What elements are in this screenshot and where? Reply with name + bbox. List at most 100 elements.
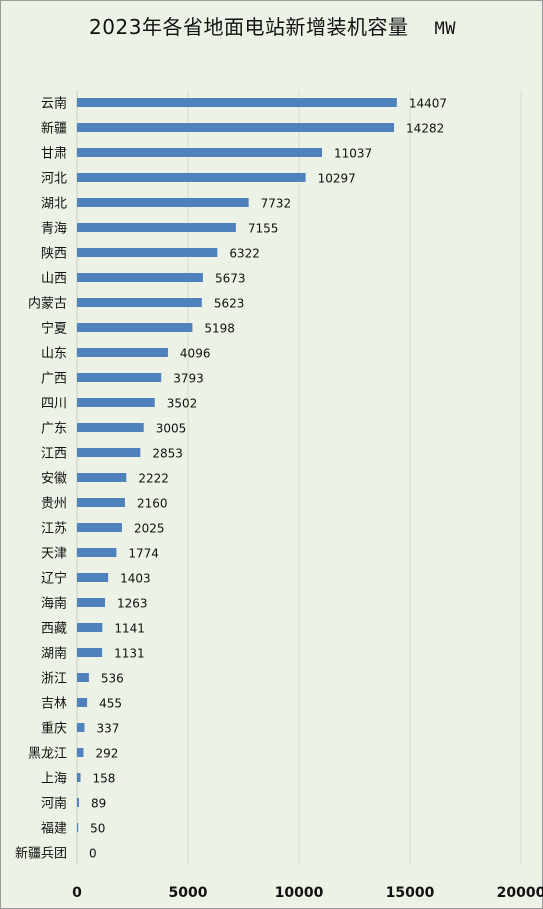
bar xyxy=(77,523,122,532)
category-label: 新疆 xyxy=(41,121,67,137)
category-label: 青海 xyxy=(41,222,67,237)
x-tick-label: 10000 xyxy=(275,885,324,901)
data-label: 7732 xyxy=(261,197,292,211)
bar xyxy=(77,673,89,682)
bar xyxy=(77,448,141,457)
data-label: 0 xyxy=(89,847,97,861)
category-label: 广东 xyxy=(41,422,67,437)
bar xyxy=(77,373,162,382)
data-label: 3502 xyxy=(167,397,198,411)
data-label: 89 xyxy=(91,797,106,811)
bar xyxy=(77,723,85,732)
bar xyxy=(77,748,84,757)
category-label: 新疆兵团 xyxy=(15,846,67,862)
data-label: 5673 xyxy=(215,272,246,286)
bar xyxy=(77,173,306,182)
category-label: 海南 xyxy=(41,596,67,612)
data-label: 3005 xyxy=(156,422,187,436)
data-label: 2025 xyxy=(134,522,165,536)
bar xyxy=(77,648,103,657)
data-label: 10297 xyxy=(318,172,356,186)
bar xyxy=(77,123,395,132)
category-label: 广西 xyxy=(41,372,67,387)
data-label: 337 xyxy=(96,722,119,736)
data-label: 1403 xyxy=(120,572,151,586)
data-label: 11037 xyxy=(334,147,372,161)
category-label: 湖南 xyxy=(41,646,67,662)
category-label: 福建 xyxy=(41,822,67,837)
bar xyxy=(77,298,202,307)
category-label: 贵州 xyxy=(41,497,67,512)
data-label: 536 xyxy=(101,672,124,686)
bar xyxy=(77,323,193,332)
bar xyxy=(77,798,79,807)
data-label: 6322 xyxy=(229,247,260,261)
category-label: 安徽 xyxy=(41,472,67,487)
category-label: 江苏 xyxy=(41,521,67,537)
x-tick-label: 15000 xyxy=(386,885,435,901)
category-label: 山东 xyxy=(41,347,67,362)
category-label: 上海 xyxy=(41,772,67,787)
bar xyxy=(77,773,81,782)
bar xyxy=(77,248,218,257)
bar xyxy=(77,823,79,832)
category-label: 西藏 xyxy=(41,622,67,637)
data-label: 2222 xyxy=(138,472,169,486)
category-label: 辽宁 xyxy=(41,571,67,587)
bar xyxy=(77,348,168,357)
data-label: 14282 xyxy=(406,122,444,136)
chart-unit: MW xyxy=(434,19,456,39)
data-label: 7155 xyxy=(248,222,279,236)
bar xyxy=(77,498,125,507)
x-tick-label: 20000 xyxy=(497,885,543,901)
bar xyxy=(77,423,144,432)
data-label: 1263 xyxy=(117,597,148,611)
data-label: 5623 xyxy=(214,297,245,311)
bar xyxy=(77,573,109,582)
category-label: 山西 xyxy=(41,272,67,287)
category-label: 甘肃 xyxy=(41,147,67,162)
chart-title: 2023年各省地面电站新增装机容量 MW xyxy=(1,11,543,40)
data-label: 4096 xyxy=(180,347,211,361)
data-label: 3793 xyxy=(173,372,204,386)
bar xyxy=(77,148,323,157)
category-label: 云南 xyxy=(41,96,67,112)
bar xyxy=(77,698,88,707)
bar xyxy=(77,623,103,632)
data-label: 292 xyxy=(95,747,118,761)
category-label: 陕西 xyxy=(41,247,67,262)
data-label: 158 xyxy=(93,772,116,786)
data-label: 50 xyxy=(90,822,105,836)
category-label: 湖北 xyxy=(41,197,67,212)
x-tick-label: 5000 xyxy=(169,885,208,901)
category-label: 天津 xyxy=(41,547,67,562)
category-label: 四川 xyxy=(41,397,67,412)
category-label: 宁夏 xyxy=(41,321,67,337)
category-label: 河北 xyxy=(41,172,67,187)
bar xyxy=(77,548,117,557)
category-label: 河南 xyxy=(41,796,67,812)
category-label: 江西 xyxy=(41,447,67,462)
bar xyxy=(77,398,155,407)
category-label: 吉林 xyxy=(41,697,67,712)
bar xyxy=(77,273,203,282)
data-label: 2853 xyxy=(152,447,183,461)
chart-title-text: 2023年各省地面电站新增装机容量 xyxy=(89,15,409,39)
category-label: 重庆 xyxy=(41,721,67,737)
category-label: 浙江 xyxy=(41,672,67,687)
data-label: 5198 xyxy=(204,322,235,336)
bar xyxy=(77,598,106,607)
data-label: 455 xyxy=(99,697,122,711)
data-label: 1774 xyxy=(128,547,159,561)
bar xyxy=(77,223,236,232)
bar xyxy=(77,198,249,207)
data-label: 14407 xyxy=(409,97,447,111)
category-label: 黑龙江 xyxy=(28,747,67,762)
data-label: 1131 xyxy=(114,647,145,661)
data-label: 1141 xyxy=(114,622,145,636)
category-label: 内蒙古 xyxy=(28,296,67,312)
bar xyxy=(77,473,127,482)
bar xyxy=(77,98,397,107)
data-label: 2160 xyxy=(137,497,168,511)
